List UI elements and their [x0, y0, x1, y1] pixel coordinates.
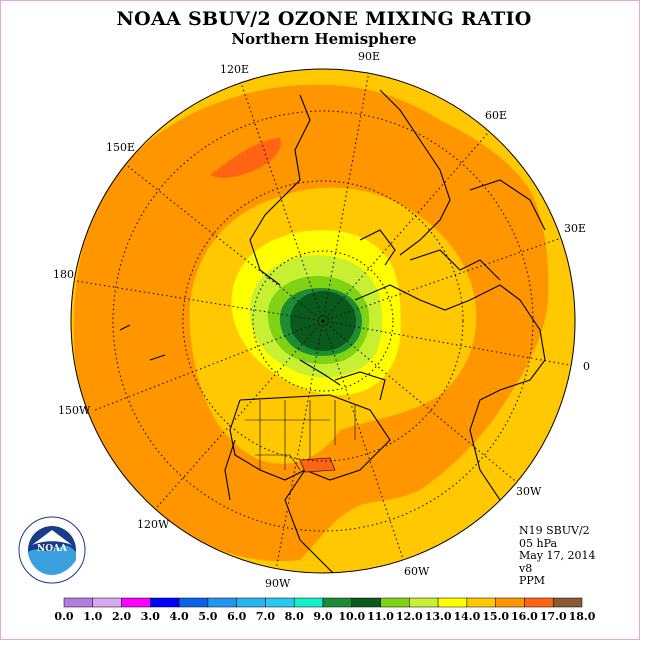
lon-label-150e: 150E — [106, 141, 135, 154]
band-15-16 — [210, 138, 281, 178]
colorbar-tick-label: 18.0 — [569, 610, 596, 623]
colorbar-swatch — [150, 597, 180, 608]
colorbar-swatch — [322, 597, 353, 608]
ozone-field — [71, 69, 575, 573]
colorbar-swatch — [63, 597, 94, 608]
colorbar-swatch — [409, 597, 439, 608]
colorbar-swatch — [293, 597, 324, 608]
colorbar-tick-label: 13.0 — [425, 610, 452, 623]
colorbar-swatch — [437, 597, 468, 608]
level-label: 05 hPa — [519, 536, 558, 550]
colorbar-tick-label: 9.0 — [313, 610, 332, 623]
lon-label-30e: 30E — [564, 222, 586, 235]
lon-label-30w: 30W — [516, 485, 542, 498]
colorbar-swatch — [552, 597, 583, 608]
coastlines — [119, 89, 546, 573]
lon-label-60w: 60W — [404, 565, 430, 578]
colorbar-swatch — [178, 597, 209, 608]
map-boundary — [70, 68, 576, 574]
info-block: N19 SBUV/2 05 hPa May 17, 2014 v8 PPM — [519, 524, 596, 588]
colorbar-tick-label: 10.0 — [338, 610, 365, 623]
colorbar-tick-label: 17.0 — [540, 610, 567, 623]
map-title: NOAA SBUV/2 OZONE MIXING RATIO — [116, 8, 532, 30]
lon-label-60e: 60E — [485, 109, 507, 122]
colorbar-tick-label: 1.0 — [83, 610, 102, 623]
colorbar-swatch — [265, 597, 295, 608]
colorbar-tick-label: 12.0 — [396, 610, 423, 623]
colorbar-swatch — [236, 597, 266, 608]
colorbar-tick-label: 6.0 — [227, 610, 246, 623]
version-label: v8 — [519, 561, 533, 575]
colorbar-tick-label: 4.0 — [170, 610, 189, 623]
graticule — [71, 69, 575, 573]
lon-label-120w: 120W — [137, 518, 170, 531]
colorbar-swatch — [121, 597, 151, 608]
colorbar-tick-label: 7.0 — [256, 610, 275, 623]
colorbar-swatch — [466, 597, 496, 608]
lon-label-90e: 90E — [358, 50, 380, 63]
colorbar-tick-label: 0.0 — [54, 610, 73, 623]
lon-label-0: 0 — [583, 360, 590, 373]
lon-label-120e: 120E — [220, 63, 249, 76]
colorbar-tick-label: 2.0 — [112, 610, 131, 623]
figure-frame — [0, 0, 640, 640]
date-label: May 17, 2014 — [519, 549, 596, 562]
colorbar: 0.0 1.0 2.0 3.0 4.0 5.0 6.0 7.0 8.0 9.0 10.0 11.0 12… — [54, 597, 596, 623]
colorbar-tick-label: 8.0 — [285, 610, 304, 623]
units-label: PPM — [519, 574, 546, 587]
colorbar-swatch — [495, 597, 525, 608]
colorbar-swatch — [92, 597, 122, 608]
colorbar-swatch — [351, 597, 381, 608]
colorbar-tick-label: 16.0 — [511, 610, 538, 623]
colorbar-tick-label: 14.0 — [453, 610, 480, 623]
colorbar-swatch — [380, 597, 410, 608]
colorbar-tick-label: 3.0 — [141, 610, 160, 623]
colorbar-swatch — [524, 597, 554, 608]
colorbar-swatch — [207, 597, 237, 608]
lon-label-90w: 90W — [265, 577, 291, 590]
longitude-labels: 90E 60E 30E 0 30W 60W 90W 120W 150W 180 … — [53, 50, 590, 590]
lon-label-150w: 150W — [58, 404, 91, 417]
lon-label-180: 180 — [53, 268, 74, 281]
instrument-label: N19 SBUV/2 — [519, 524, 590, 537]
map-subtitle: Northern Hemisphere — [231, 30, 417, 48]
logo-text: NOAA — [37, 544, 68, 554]
colorbar-tick-label: 5.0 — [198, 610, 217, 623]
noaa-logo: NOAA — [18, 516, 86, 584]
colorbar-tick-label: 11.0 — [367, 610, 394, 623]
colorbar-tick-label: 15.0 — [482, 610, 509, 623]
